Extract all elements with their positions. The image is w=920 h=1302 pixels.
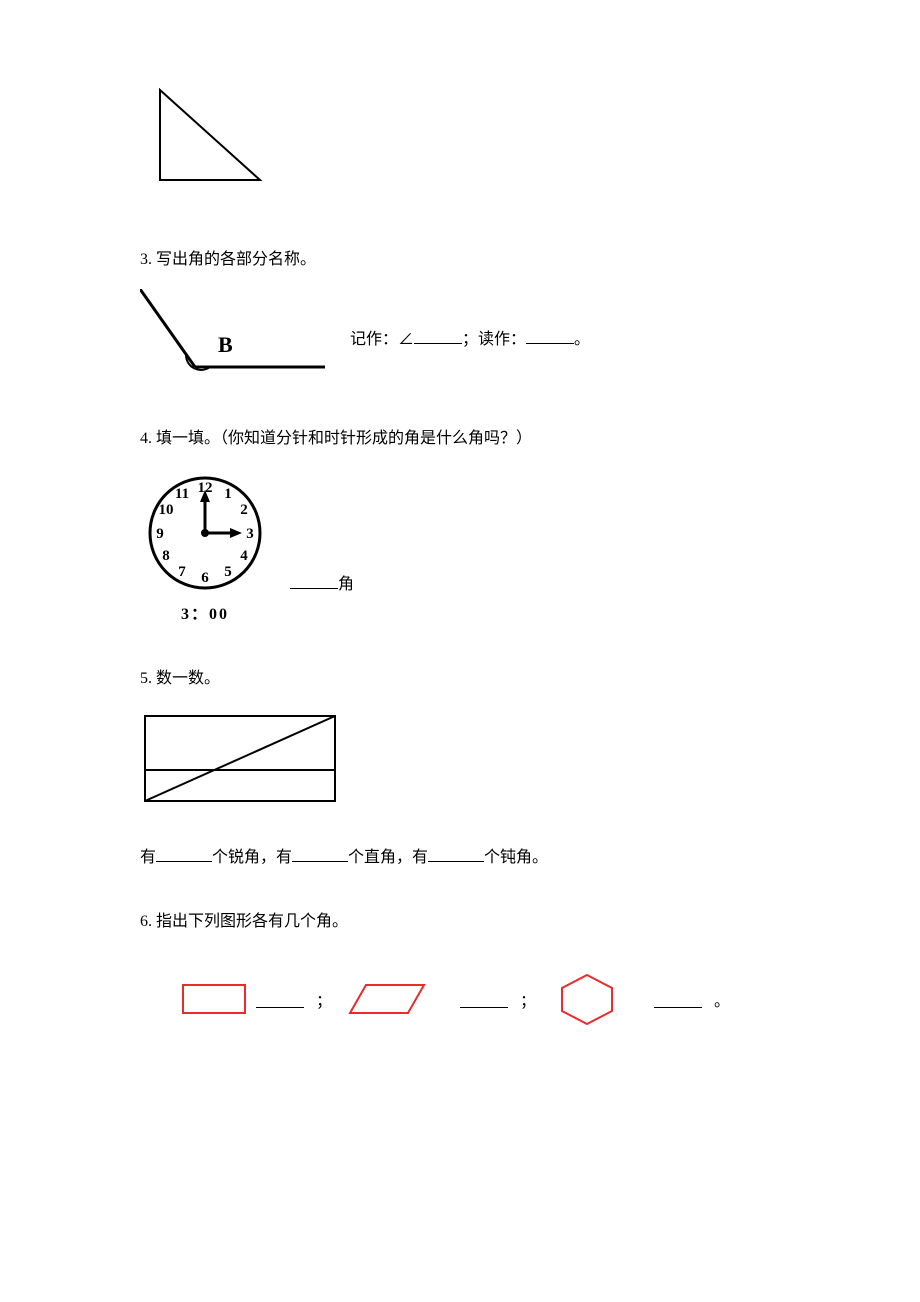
svg-text:5: 5: [224, 564, 232, 580]
red-parallelogram-icon: [348, 979, 428, 1019]
q6-item-rectangle: ；: [180, 979, 338, 1019]
q5-p4: 个钝角。: [484, 849, 548, 866]
clock-wrap: 12 1 2 3 4 5 6 7 8 9 10 11: [140, 468, 270, 624]
q6-shapes-row: ； ； 。: [140, 971, 780, 1027]
svg-text:1: 1: [224, 486, 232, 502]
q3-answer-text: 记作：∠ ；读作： 。: [350, 325, 590, 349]
q4-blank-angle[interactable]: [290, 571, 338, 589]
q3-write-prefix: 记作：∠: [350, 331, 414, 348]
worksheet-content: 3. 写出角的各部分名称。 B 记作：∠ ；读作： 。 4. 填一填。（你知道分针和…: [0, 0, 920, 1127]
q5-blank-acute[interactable]: [156, 844, 212, 862]
q3-read-prefix: ；读作：: [462, 331, 526, 348]
red-rectangle-icon: [180, 979, 250, 1019]
q5-p1: 有: [140, 849, 156, 866]
question-3: 3. 写出角的各部分名称。 B 记作：∠ ；读作： 。: [140, 245, 780, 384]
red-hexagon-icon: [552, 971, 622, 1027]
q3-blank-read[interactable]: [526, 326, 574, 344]
figure-triangle-section: [140, 80, 780, 205]
q3-blank-write[interactable]: [414, 326, 462, 344]
vertex-b-label: B: [218, 332, 233, 357]
q5-blank-right[interactable]: [292, 844, 348, 862]
svg-text:2: 2: [240, 502, 248, 518]
q5-blank-obtuse[interactable]: [428, 844, 484, 862]
clock-figure: 12 1 2 3 4 5 6 7 8 9 10 11: [140, 468, 270, 598]
q4-answer: 角: [290, 570, 354, 624]
svg-text:10: 10: [159, 502, 174, 518]
svg-text:4: 4: [240, 548, 248, 564]
q6-blank-2[interactable]: [460, 990, 508, 1008]
svg-text:6: 6: [201, 570, 209, 586]
svg-text:3: 3: [246, 526, 254, 542]
q6-item-hexagon: 。: [552, 971, 736, 1027]
q4-figure-row: 12 1 2 3 4 5 6 7 8 9 10 11: [140, 468, 780, 624]
q6-sep-1: ；: [316, 987, 332, 1011]
question-6: 6. 指出下列图形各有几个角。 ； ；: [140, 907, 780, 1027]
question-5: 5. 数一数。 有 个锐角，有 个直角，有 个钝角。: [140, 664, 780, 867]
q5-rectangle-figure: [140, 708, 340, 808]
q6-title: 6. 指出下列图形各有几个角。: [140, 907, 780, 931]
q6-item-parallelogram: ；: [348, 979, 542, 1019]
q3-suffix: 。: [574, 331, 590, 348]
q4-title: 4. 填一填。（你知道分针和时针形成的角是什么角吗？）: [140, 424, 780, 448]
clock-time-label: 3：00: [181, 600, 229, 624]
q3-figure-line: B 记作：∠ ；读作： 。: [140, 289, 780, 384]
right-triangle-figure: [140, 80, 280, 200]
question-4: 4. 填一填。（你知道分针和时针形成的角是什么角吗？） 12 1 2 3 4 5…: [140, 424, 780, 624]
q3-title: 3. 写出角的各部分名称。: [140, 245, 780, 269]
q6-blank-1[interactable]: [256, 990, 304, 1008]
q5-p2: 个锐角，有: [212, 849, 292, 866]
angle-b-figure: B: [140, 289, 330, 384]
svg-text:9: 9: [156, 526, 164, 542]
q6-blank-3[interactable]: [654, 990, 702, 1008]
svg-text:7: 7: [178, 564, 186, 580]
q6-sep-3: 。: [714, 987, 730, 1011]
q6-sep-2: ；: [520, 987, 536, 1011]
q5-title: 5. 数一数。: [140, 664, 780, 688]
q4-angle-suffix: 角: [338, 576, 354, 593]
svg-text:11: 11: [175, 486, 189, 502]
q5-answer-line: 有 个锐角，有 个直角，有 个钝角。: [140, 843, 780, 867]
q5-p3: 个直角，有: [348, 849, 428, 866]
svg-text:8: 8: [162, 548, 170, 564]
